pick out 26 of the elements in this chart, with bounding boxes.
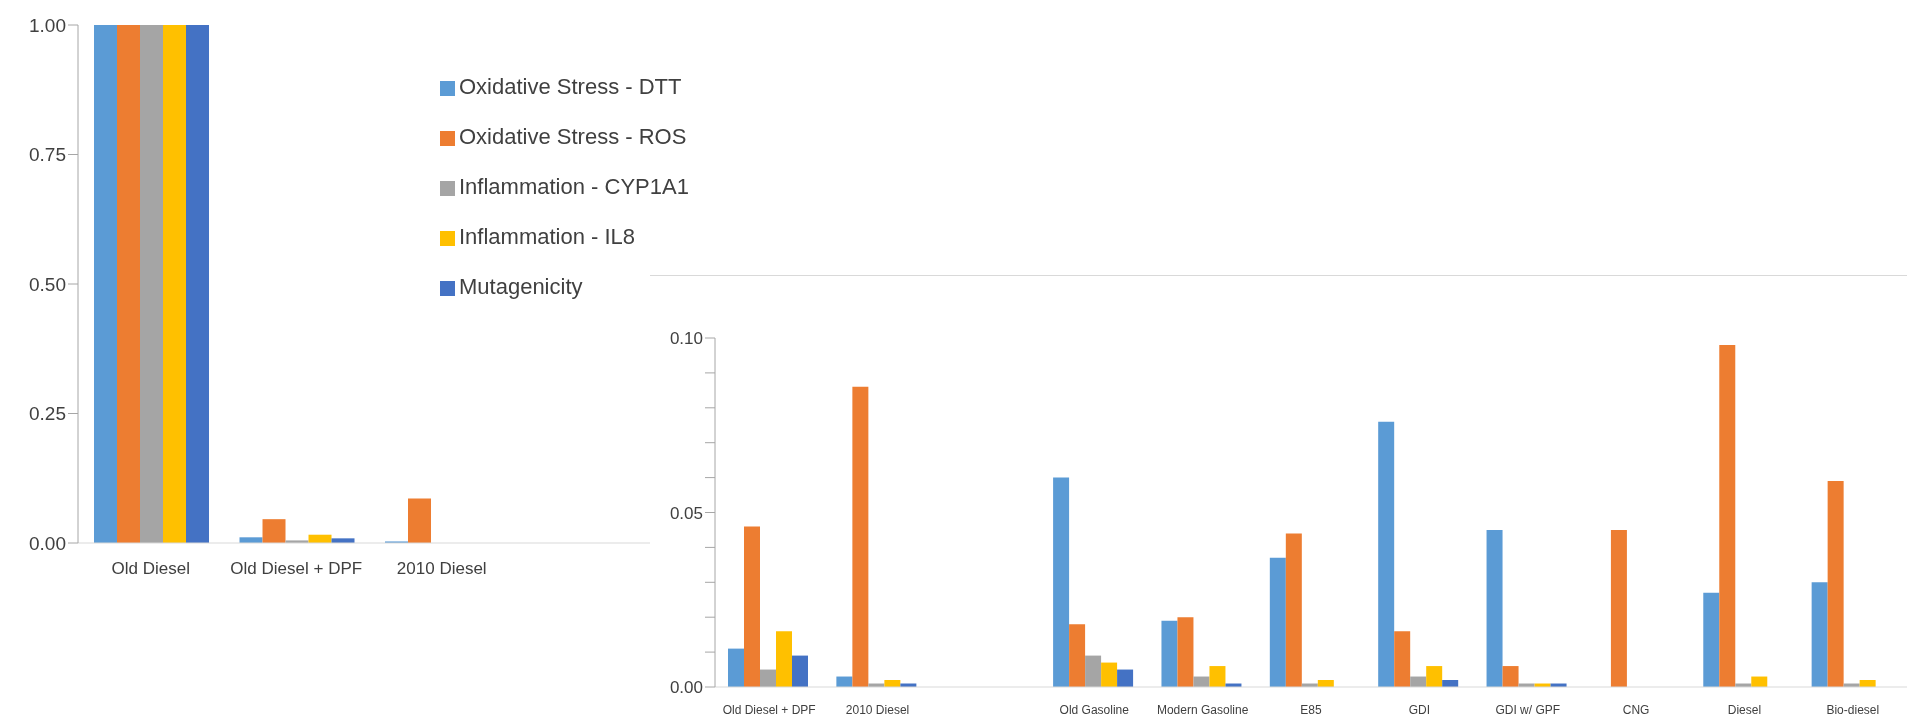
y-tick-label: 0.75: [29, 144, 66, 166]
x-tick-label: E85: [1300, 702, 1322, 717]
legend-label: Oxidative Stress - DTT: [459, 74, 682, 99]
y-tick-label: 1.00: [29, 14, 66, 36]
x-tick-label: Diesel: [1727, 702, 1762, 717]
x-tick-label: Old Diesel + DPF: [230, 559, 363, 579]
x-tick-label: Bio-diesel: [1826, 702, 1880, 717]
y-tick-label: 0.25: [29, 403, 66, 425]
x-tick-label: GDI w/ GPF: [1495, 702, 1561, 717]
y-tick-label: 0.05: [669, 503, 703, 523]
y-tick-label: 0.00: [669, 678, 703, 698]
y-tick-label: 0.50: [29, 273, 66, 295]
x-tick-label: Old Diesel: [111, 559, 190, 579]
legend-label: Oxidative Stress - ROS: [459, 124, 687, 149]
x-tick-label: GDI: [1408, 702, 1431, 717]
legend-label: Mutagenicity: [459, 274, 583, 299]
x-tick-label: 2010 Diesel: [845, 702, 910, 717]
y-tick-label: 0.00: [29, 532, 66, 554]
legend-label: Inflammation - CYP1A1: [459, 174, 689, 199]
y-tick-label: 0.10: [669, 329, 703, 349]
x-tick-label: CNG: [1622, 702, 1650, 717]
x-tick-label: Old Diesel + DPF: [722, 702, 816, 717]
x-tick-label: Old Gasoline: [1059, 702, 1130, 717]
legend-label: Inflammation - IL8: [459, 224, 636, 249]
x-tick-label: 2010 Diesel: [396, 559, 487, 579]
x-tick-label: Modern Gasoline: [1156, 702, 1249, 717]
